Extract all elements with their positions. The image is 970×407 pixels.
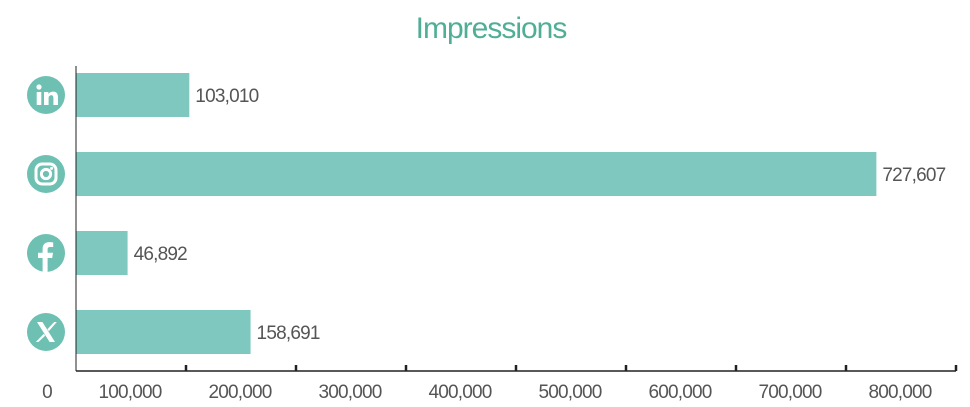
data-label: 103,010 [195, 86, 258, 107]
facebook-icon [27, 234, 65, 272]
bars-layer: 103,010 727,607 46,892 158,691 [76, 73, 946, 354]
bar-instagram [76, 152, 877, 196]
bar-linkedin [76, 73, 190, 117]
x-tick-label: 100,000 [98, 382, 161, 403]
x-tick-label: 0 [42, 382, 52, 403]
x-tick-label: 400,000 [428, 382, 491, 403]
data-label: 46,892 [134, 244, 188, 265]
x-tick-label: 600,000 [648, 382, 711, 403]
linkedin-icon [27, 76, 65, 114]
data-label: 158,691 [257, 323, 320, 344]
data-label: 727,607 [882, 165, 945, 186]
x-tick-label: 800,000 [868, 382, 931, 403]
x-icon [27, 313, 65, 351]
axes-layer: 0 100,000 200,000 300,000 400,000 500,000 600,… [42, 66, 958, 403]
x-tick-label: 500,000 [538, 382, 601, 403]
bar-facebook [76, 231, 128, 275]
x-tick-label: 300,000 [318, 382, 381, 403]
chart-title: Impressions [416, 12, 567, 45]
instagram-icon [27, 155, 65, 193]
icons-layer [27, 76, 65, 351]
x-tick-label: 200,000 [208, 382, 271, 403]
x-tick-label: 700,000 [758, 382, 821, 403]
bar-x [76, 310, 251, 354]
